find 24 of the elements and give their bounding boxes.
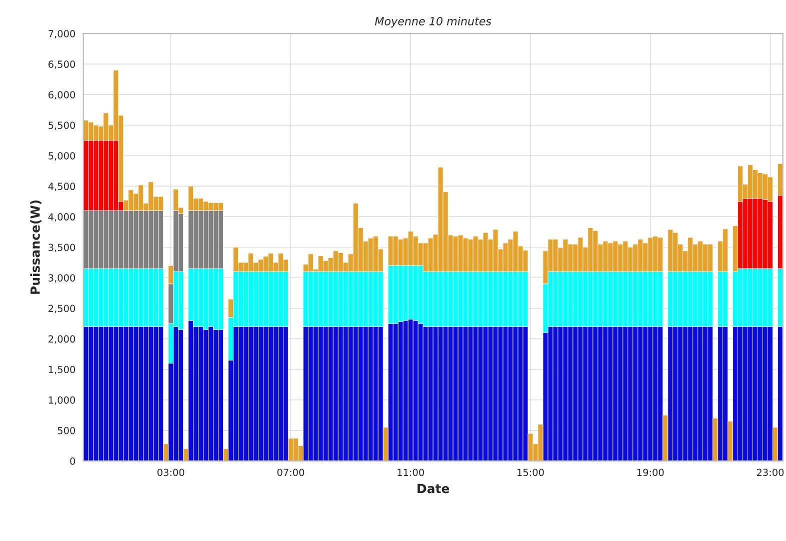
x-tick-label: 07:00: [277, 468, 304, 476]
y-tick-label: 6,500: [48, 60, 76, 69]
y-tick-label: 7,000: [48, 30, 76, 38]
y-tick-label: 2,000: [48, 335, 76, 344]
y-tick-label: 4,500: [48, 182, 76, 192]
y-tick-label: 6,000: [48, 91, 76, 100]
x-tick-label: 11:00: [398, 468, 424, 476]
y-tick-label: 0: [70, 457, 76, 465]
y-axis-title: Puissance(W): [30, 200, 42, 294]
x-tick-label: 19:00: [637, 468, 664, 476]
x-tick-label: 15:00: [518, 468, 544, 476]
y-tick-label: 3,000: [48, 274, 76, 283]
y-tick-label: 1,500: [48, 366, 76, 374]
y-tick-label: 2,500: [48, 304, 76, 314]
y-tick-label: 4,000: [48, 213, 76, 222]
y-tick-label: 5,000: [48, 152, 76, 160]
x-axis-title: Date: [418, 484, 450, 494]
y-tick-label: 500: [58, 426, 76, 434]
y-tick-label: 1,000: [48, 396, 76, 405]
x-tick-label: 23:00: [756, 468, 784, 476]
x-tick-label: 03:00: [157, 468, 184, 476]
y-tick-label: 3,500: [48, 244, 76, 252]
y-tick-label: 5,500: [48, 122, 76, 130]
chart-title: Moyenne 10 minutes: [374, 16, 492, 28]
